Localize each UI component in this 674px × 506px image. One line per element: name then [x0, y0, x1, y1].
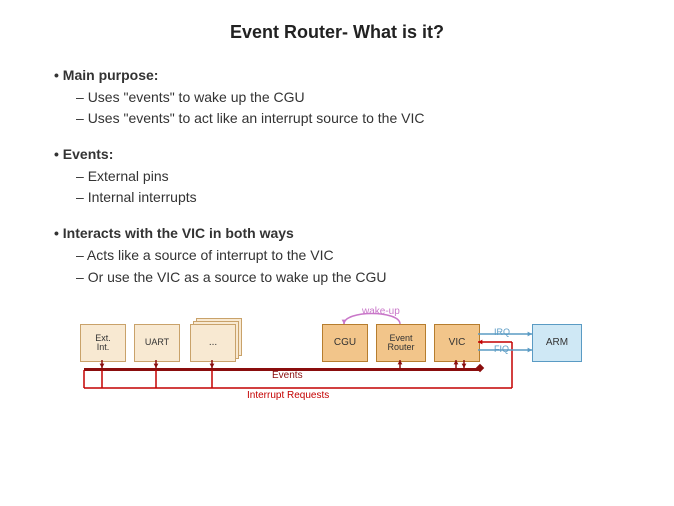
sub-item: External pins — [92, 166, 619, 188]
section-head: Events: — [70, 144, 619, 166]
section: Main purpose: Uses "events" to wake up t… — [70, 65, 619, 130]
section-head: Interacts with the VIC in both ways — [70, 223, 619, 245]
page-title: Event Router- What is it? — [0, 0, 674, 51]
sub-item: Or use the VIC as a source to wake up th… — [92, 267, 619, 289]
section: Interacts with the VIC in both ways Acts… — [70, 223, 619, 288]
sub-item: Acts like a source of interrupt to the V… — [92, 245, 619, 267]
section: Events: External pins Internal interrupt… — [70, 144, 619, 209]
sub-item: Internal interrupts — [92, 187, 619, 209]
sub-item: Uses "events" to wake up the CGU — [92, 87, 619, 109]
section-head: Main purpose: — [70, 65, 619, 87]
diagram: Ext. Int. UART ... CGU Event Router VIC … — [72, 306, 602, 401]
bullet-content: Main purpose: Uses "events" to wake up t… — [0, 65, 674, 288]
sub-item: Uses "events" to act like an interrupt s… — [92, 108, 619, 130]
diagram-arrows — [72, 306, 602, 401]
